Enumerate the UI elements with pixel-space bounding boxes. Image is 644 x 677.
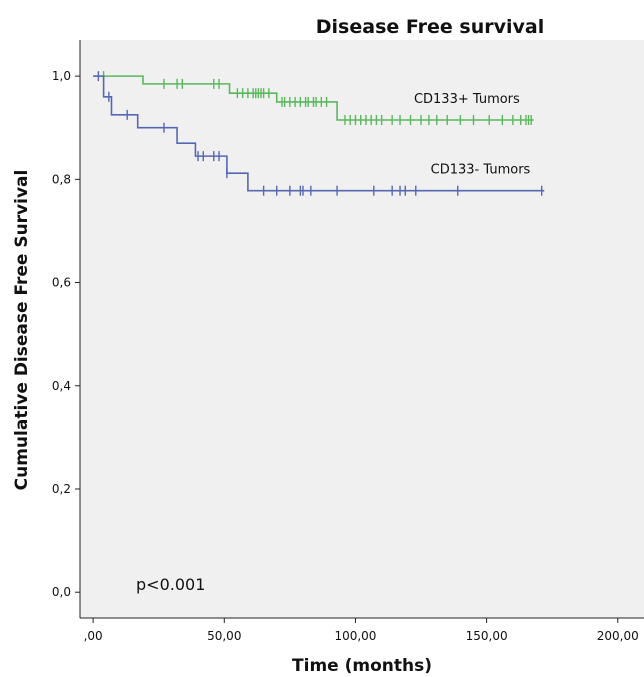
cd133-negative-survival-line	[93, 75, 545, 192]
chart-title: Disease Free survival	[316, 16, 544, 38]
y-tick-label: 0,0	[52, 585, 71, 599]
y-tick-label: 1,0	[52, 69, 71, 83]
y-tick-label: 0,4	[52, 379, 71, 393]
x-tick-label: 50,00	[207, 629, 241, 643]
plot-area	[80, 40, 644, 618]
cd133-positive-series-label: CD133+ Tumors	[414, 92, 520, 107]
p-value-annotation: p<0.001	[136, 575, 205, 594]
y-tick-label: 0,2	[52, 482, 71, 496]
y-tick-label: 0,6	[52, 276, 71, 290]
x-axis-label: Time (months)	[292, 656, 432, 676]
series-layer: CD133+ Tumors CD133- Tumors	[93, 71, 545, 196]
x-tick-label: 200,00	[597, 629, 639, 643]
x-tick-label: 100,00	[334, 629, 376, 643]
y-ticks: 0,0 0,2 0,4 0,6 0,8 1,0	[52, 69, 80, 599]
y-tick-label: 0,8	[52, 172, 71, 186]
x-tick-label: 150,00	[466, 629, 508, 643]
x-tick-label: ,00	[84, 629, 103, 643]
x-ticks: ,00 50,00 100,00 150,00 200,00	[84, 618, 639, 643]
cd133-negative-series-label: CD133- Tumors	[431, 163, 531, 178]
y-axis-label: Cumulative Disease Free Survival	[12, 170, 32, 491]
